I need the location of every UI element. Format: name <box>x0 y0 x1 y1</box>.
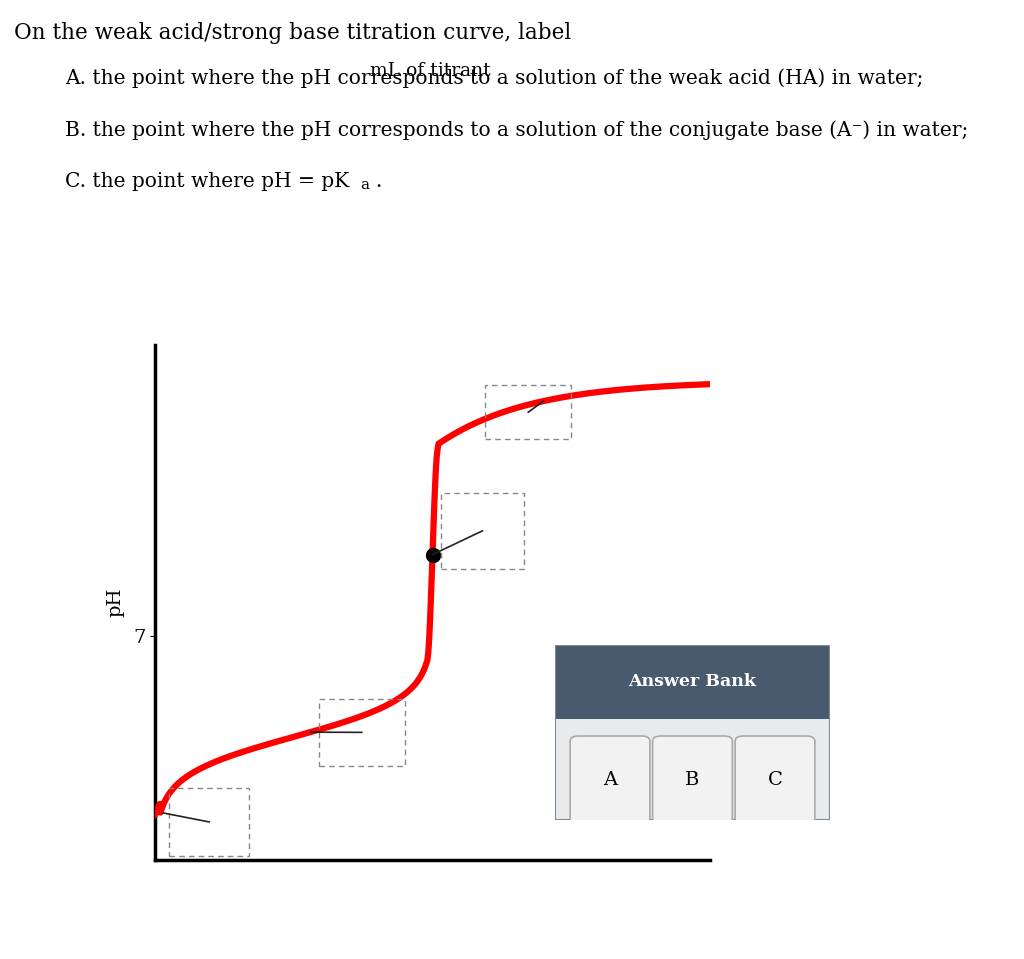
Bar <box>169 788 250 855</box>
FancyBboxPatch shape <box>735 736 815 824</box>
Text: B: B <box>685 771 699 788</box>
Text: A: A <box>603 771 617 788</box>
Text: On the weak acid/strong base titration curve, label: On the weak acid/strong base titration c… <box>14 22 571 44</box>
Bar <box>555 645 830 718</box>
Bar <box>318 699 404 766</box>
Text: Answer Bank: Answer Bank <box>629 673 757 690</box>
Point <box>424 547 440 562</box>
Text: .: . <box>375 172 381 191</box>
Text: a: a <box>360 178 369 192</box>
FancyBboxPatch shape <box>652 736 732 824</box>
Y-axis label: pH: pH <box>106 588 125 618</box>
Text: mL of titrant: mL of titrant <box>370 62 490 81</box>
Text: C: C <box>768 771 782 788</box>
Bar <box>555 718 830 820</box>
Text: B. the point where the pH corresponds to a solution of the conjugate base (A⁻) i: B. the point where the pH corresponds to… <box>65 120 969 140</box>
Text: A. the point where the pH corresponds to a solution of the weak acid (HA) in wat: A. the point where the pH corresponds to… <box>65 68 924 87</box>
Bar <box>485 386 571 439</box>
Bar <box>440 493 524 569</box>
Text: C. the point where pH = pK: C. the point where pH = pK <box>65 172 349 191</box>
FancyBboxPatch shape <box>570 736 650 824</box>
